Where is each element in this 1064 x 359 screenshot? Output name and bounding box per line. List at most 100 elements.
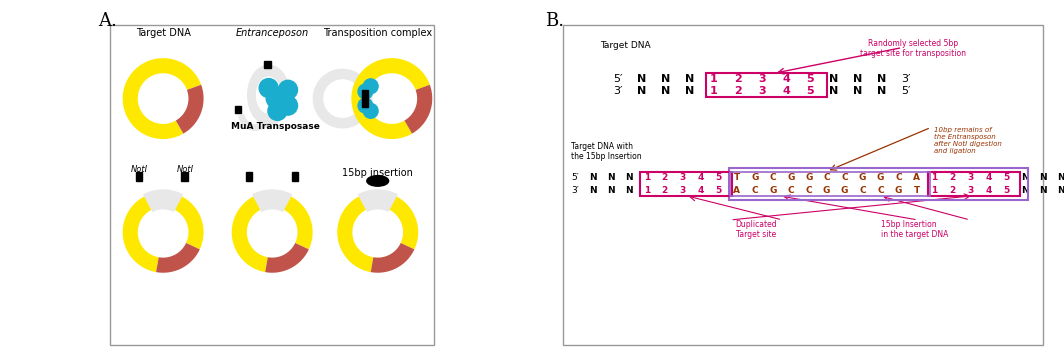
- Text: N: N: [685, 74, 695, 84]
- Text: N: N: [878, 86, 886, 96]
- Circle shape: [358, 98, 372, 113]
- Text: 4: 4: [698, 173, 704, 182]
- FancyBboxPatch shape: [136, 172, 142, 181]
- Text: 3: 3: [759, 74, 766, 84]
- Text: G: G: [895, 186, 902, 195]
- Text: N: N: [589, 186, 597, 195]
- Text: T: T: [914, 186, 919, 195]
- Polygon shape: [122, 58, 201, 139]
- Text: NotI: NotI: [131, 165, 148, 174]
- Text: 5: 5: [1003, 173, 1010, 182]
- Text: C: C: [860, 186, 866, 195]
- Text: 2: 2: [662, 173, 668, 182]
- Text: N: N: [878, 74, 886, 84]
- Text: 5: 5: [716, 186, 721, 195]
- Text: 1: 1: [710, 74, 718, 84]
- Text: Transposition complex: Transposition complex: [323, 28, 432, 38]
- Text: 3′: 3′: [613, 86, 622, 96]
- Text: C: C: [878, 186, 884, 195]
- Text: N: N: [625, 186, 633, 195]
- Text: 5′: 5′: [613, 74, 622, 84]
- Text: 10bp remains of
the Entransposon
after NotI digestion
and ligation: 10bp remains of the Entransposon after N…: [933, 127, 1001, 154]
- Text: NotI: NotI: [177, 165, 194, 174]
- Circle shape: [363, 103, 378, 118]
- Bar: [705, 73, 827, 97]
- Text: 3′: 3′: [901, 74, 911, 84]
- Text: 2: 2: [949, 186, 955, 195]
- Text: N: N: [853, 74, 863, 84]
- Text: N: N: [608, 173, 615, 182]
- Text: 4: 4: [698, 186, 704, 195]
- Text: G: G: [822, 186, 830, 195]
- Bar: [729, 168, 1028, 200]
- Text: 5: 5: [807, 86, 814, 96]
- Text: 5′: 5′: [901, 86, 911, 96]
- Circle shape: [266, 89, 285, 108]
- Polygon shape: [370, 243, 414, 273]
- Text: N: N: [637, 74, 647, 84]
- Text: C: C: [769, 173, 776, 182]
- Text: N: N: [1038, 173, 1046, 182]
- Text: C: C: [842, 173, 848, 182]
- FancyBboxPatch shape: [292, 172, 298, 181]
- Text: G: G: [787, 173, 795, 182]
- Text: Entranceposon: Entranceposon: [235, 28, 309, 38]
- Text: N: N: [1057, 186, 1064, 195]
- Text: C: C: [805, 186, 812, 195]
- Text: C: C: [787, 186, 794, 195]
- Text: 1: 1: [644, 173, 650, 182]
- Text: 3: 3: [967, 186, 974, 195]
- Polygon shape: [351, 58, 430, 139]
- Text: N: N: [637, 86, 647, 96]
- Text: 1: 1: [644, 186, 650, 195]
- Text: 5: 5: [716, 173, 721, 182]
- FancyBboxPatch shape: [246, 172, 252, 181]
- Text: 3: 3: [759, 86, 766, 96]
- Polygon shape: [176, 85, 203, 134]
- Circle shape: [268, 101, 287, 120]
- Text: N: N: [829, 86, 838, 96]
- Text: N: N: [829, 74, 838, 84]
- Text: Randomly selected 5bp
target site for transposition: Randomly selected 5bp target site for tr…: [860, 39, 966, 58]
- Text: G: G: [805, 173, 813, 182]
- Text: 2: 2: [949, 173, 955, 182]
- Polygon shape: [337, 192, 418, 272]
- Text: 5′: 5′: [571, 173, 579, 182]
- Text: 3: 3: [680, 173, 686, 182]
- Polygon shape: [265, 243, 309, 273]
- Polygon shape: [358, 189, 398, 212]
- Text: C: C: [895, 173, 902, 182]
- Text: T: T: [733, 173, 739, 182]
- Text: 2: 2: [734, 74, 742, 84]
- Text: G: G: [751, 173, 759, 182]
- Circle shape: [358, 84, 372, 99]
- Text: 4: 4: [782, 74, 789, 84]
- Text: A: A: [733, 186, 741, 195]
- Circle shape: [260, 79, 278, 98]
- Circle shape: [279, 80, 298, 99]
- Circle shape: [363, 79, 378, 94]
- Text: 2: 2: [662, 186, 668, 195]
- Text: Target DNA: Target DNA: [136, 28, 190, 38]
- Text: G: G: [859, 173, 866, 182]
- Polygon shape: [248, 65, 289, 125]
- Text: 5: 5: [807, 74, 814, 84]
- Text: N: N: [625, 173, 633, 182]
- Text: Target DNA with
the 15bp Insertion: Target DNA with the 15bp Insertion: [571, 142, 642, 161]
- Polygon shape: [232, 192, 313, 272]
- Text: N: N: [685, 86, 695, 96]
- Bar: [731, 172, 930, 196]
- Text: 1: 1: [710, 86, 718, 96]
- Text: 2: 2: [734, 86, 742, 96]
- Text: N: N: [662, 86, 670, 96]
- Text: B.: B.: [545, 12, 564, 31]
- Text: 1: 1: [931, 173, 937, 182]
- Text: 5: 5: [1003, 186, 1010, 195]
- Text: Duplicated
Target site: Duplicated Target site: [735, 220, 777, 239]
- Text: N: N: [1020, 186, 1028, 195]
- Text: N: N: [662, 74, 670, 84]
- Text: 1: 1: [931, 186, 937, 195]
- Text: N: N: [589, 173, 597, 182]
- Text: 4: 4: [985, 186, 992, 195]
- Text: N: N: [853, 86, 863, 96]
